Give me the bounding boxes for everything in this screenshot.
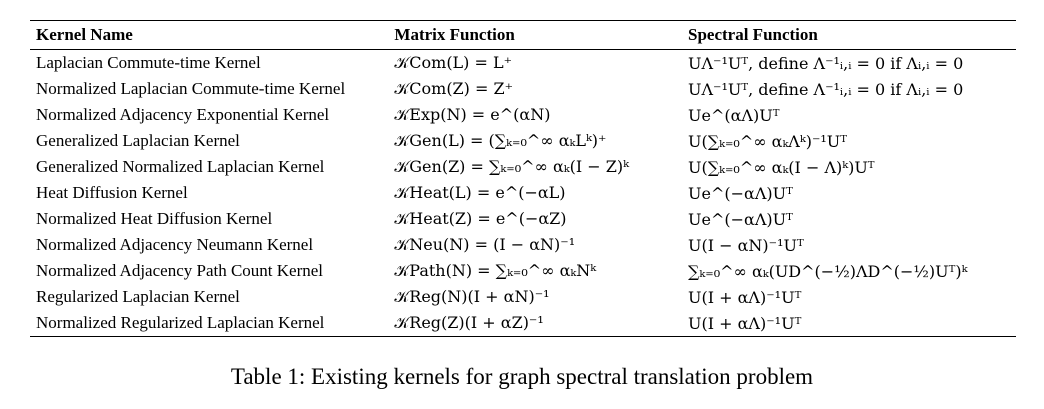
table-row: Generalized Normalized Laplacian Kernel 𝒦…	[30, 154, 1016, 180]
table-row: Normalized Regularized Laplacian Kernel 𝒦…	[30, 310, 1016, 337]
header-kernel-name: Kernel Name	[36, 25, 133, 44]
spectral-function-cell: UΛ⁻¹Uᵀ, define Λ⁻¹ᵢ,ᵢ = 0 if Λᵢ,ᵢ = 0	[688, 79, 964, 99]
matrix-function-cell: 𝒦Exp(N) = e^(αN)	[394, 105, 551, 124]
kernel-name-cell: Generalized Laplacian Kernel	[36, 131, 240, 150]
kernel-name-cell: Regularized Laplacian Kernel	[36, 287, 240, 306]
spectral-function-cell: Ue^(αΛ)Uᵀ	[688, 105, 780, 125]
kernel-name-cell: Normalized Adjacency Exponential Kernel	[36, 105, 330, 124]
spectral-function-cell: U(∑ₖ₌₀^∞ αₖΛᵏ)⁻¹Uᵀ	[688, 131, 847, 151]
table-row: Normalized Adjacency Exponential Kernel 𝒦…	[30, 102, 1016, 128]
kernel-name-cell: Normalized Heat Diffusion Kernel	[36, 209, 273, 228]
kernel-name-cell: Generalized Normalized Laplacian Kernel	[36, 157, 325, 176]
spectral-function-cell: U(I + αΛ)⁻¹Uᵀ	[688, 287, 802, 307]
matrix-function-cell: 𝒦Com(Z) = Z⁺	[394, 79, 514, 98]
kernel-name-cell: Normalized Regularized Laplacian Kernel	[36, 313, 325, 332]
table-row: Regularized Laplacian Kernel 𝒦Reg(N)(I + …	[30, 284, 1016, 310]
table-row: Heat Diffusion Kernel 𝒦Heat(L) = e^(−αL) U…	[30, 180, 1016, 206]
kernel-name-cell: Normalized Laplacian Commute-time Kernel	[36, 79, 346, 98]
table-row: Normalized Adjacency Neumann Kernel 𝒦Neu(…	[30, 232, 1016, 258]
table-row: Normalized Laplacian Commute-time Kernel…	[30, 76, 1016, 102]
table-row: Generalized Laplacian Kernel 𝒦Gen(L) = (∑…	[30, 128, 1016, 154]
matrix-function-cell: 𝒦Gen(L) = (∑ₖ₌₀^∞ αₖLᵏ)⁺	[394, 131, 607, 150]
spectral-function-cell: U(I − αN)⁻¹Uᵀ	[688, 235, 804, 255]
table-row: Normalized Heat Diffusion Kernel 𝒦Heat(Z)…	[30, 206, 1016, 232]
spectral-function-cell: ∑ₖ₌₀^∞ αₖ(UD^(−½)ΛD^(−½)Uᵀ)ᵏ	[688, 261, 968, 281]
matrix-function-cell: 𝒦Heat(L) = e^(−αL)	[394, 183, 566, 202]
table-caption: Table 1: Existing kernels for graph spec…	[230, 364, 814, 389]
table-row: Laplacian Commute-time Kernel 𝒦Com(L) = L…	[30, 50, 1016, 77]
spectral-function-cell: Ue^(−αΛ)Uᵀ	[688, 209, 793, 229]
kernel-name-cell: Heat Diffusion Kernel	[36, 183, 188, 202]
table-body: Laplacian Commute-time Kernel 𝒦Com(L) = L…	[30, 50, 1016, 337]
matrix-function-cell: 𝒦Gen(Z) = ∑ₖ₌₀^∞ αₖ(I − Z)ᵏ	[394, 157, 629, 176]
header-spectral-function: Spectral Function	[688, 25, 818, 44]
matrix-function-cell: 𝒦Heat(Z) = e^(−αZ)	[394, 209, 567, 228]
header-matrix-function: Matrix Function	[394, 25, 515, 44]
spectral-function-cell: Ue^(−αΛ)Uᵀ	[688, 183, 793, 203]
table-header-row: Kernel Name Matrix Function Spectral Fun…	[30, 20, 1016, 50]
matrix-function-cell: 𝒦Reg(N)(I + αN)⁻¹	[394, 287, 550, 306]
matrix-function-cell: 𝒦Neu(N) = (I − αN)⁻¹	[394, 235, 576, 254]
matrix-function-cell: 𝒦Reg(Z)(I + αZ)⁻¹	[394, 313, 544, 332]
kernel-name-cell: Laplacian Commute-time Kernel	[36, 53, 261, 72]
table-row: Normalized Adjacency Path Count Kernel 𝒦P…	[30, 258, 1016, 284]
matrix-function-cell: 𝒦Com(L) = L⁺	[394, 53, 513, 72]
kernel-table: Kernel Name Matrix Function Spectral Fun…	[30, 20, 1016, 337]
matrix-function-cell: 𝒦Path(N) = ∑ₖ₌₀^∞ αₖNᵏ	[394, 261, 597, 280]
spectral-function-cell: U(I + αΛ)⁻¹Uᵀ	[688, 313, 802, 333]
kernel-name-cell: Normalized Adjacency Path Count Kernel	[36, 261, 324, 280]
spectral-function-cell: UΛ⁻¹Uᵀ, define Λ⁻¹ᵢ,ᵢ = 0 if Λᵢ,ᵢ = 0	[688, 53, 964, 73]
kernel-name-cell: Normalized Adjacency Neumann Kernel	[36, 235, 314, 254]
spectral-function-cell: U(∑ₖ₌₀^∞ αₖ(I − Λ)ᵏ)Uᵀ	[688, 157, 875, 177]
